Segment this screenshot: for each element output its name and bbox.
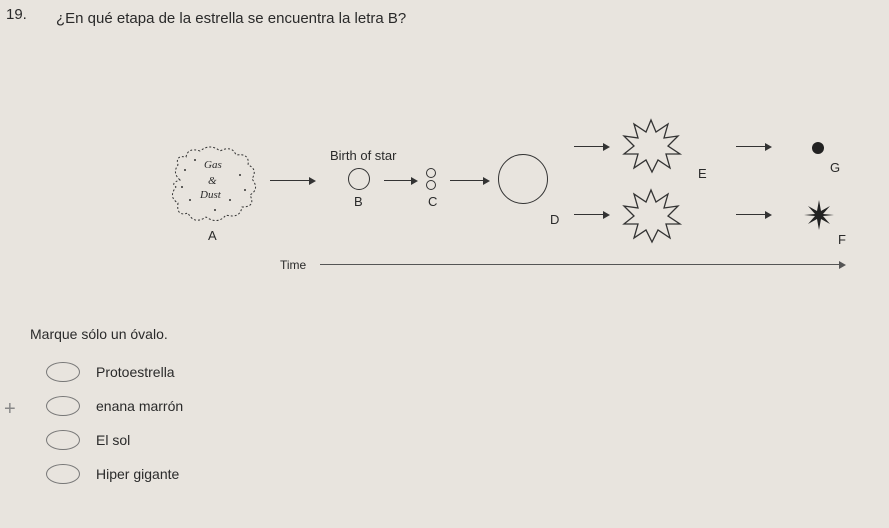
radio-oval[interactable] [46,430,80,450]
starburst-e-icon [618,116,684,176]
question-text: ¿En qué etapa de la estrella se encuentr… [56,10,406,27]
star-f-icon [804,200,834,230]
stage-g-dot [812,142,824,154]
arrow-d-e-upper [574,146,604,147]
option-enana-marron[interactable]: enana marrón [46,396,183,416]
label-c: C [428,194,437,209]
stage-b-circle [348,168,370,190]
question-number: 19. [6,6,27,23]
cloud-text-dust: Dust [200,189,221,201]
option-el-sol[interactable]: El sol [46,430,183,450]
radio-oval[interactable] [46,396,80,416]
option-protoestrella[interactable]: Protoestrella [46,362,183,382]
options-group: Protoestrella enana marrón El sol Hiper … [46,362,183,484]
cloud-text-gas: Gas [204,159,222,171]
stage-d-circle [498,154,548,204]
stellar-evolution-diagram: Gas & Dust A Birth of star B C D E G F T… [150,80,870,280]
radio-oval[interactable] [46,362,80,382]
label-e: E [698,166,707,181]
stage-a-cloud: Gas & Dust [170,145,260,225]
label-b: B [354,194,363,209]
time-axis-line [320,264,840,265]
time-axis-label: Time [280,258,306,272]
birth-of-star-label: Birth of star [330,148,396,163]
option-label: Protoestrella [96,364,175,380]
option-label: enana marrón [96,398,183,414]
arrow-to-f [736,214,766,215]
label-d: D [550,212,559,227]
label-a: A [208,228,217,243]
arrow-a-b [270,180,310,181]
arrow-c-d [450,180,484,181]
stage-c-circle-bottom [426,180,436,190]
radio-oval[interactable] [46,464,80,484]
option-label: Hiper gigante [96,466,179,482]
option-label: El sol [96,432,130,448]
label-g: G [830,160,840,175]
arrow-e-g [736,146,766,147]
stage-c-circle-top [426,168,436,178]
starburst-f-icon [618,186,684,246]
cloud-text-amp: & [208,175,217,187]
plus-icon: + [4,398,16,421]
label-f: F [838,232,846,247]
arrow-b-c [384,180,412,181]
instruction-text: Marque sólo un óvalo. [30,326,168,342]
arrow-d-f-lower [574,214,604,215]
option-hiper-gigante[interactable]: Hiper gigante [46,464,183,484]
